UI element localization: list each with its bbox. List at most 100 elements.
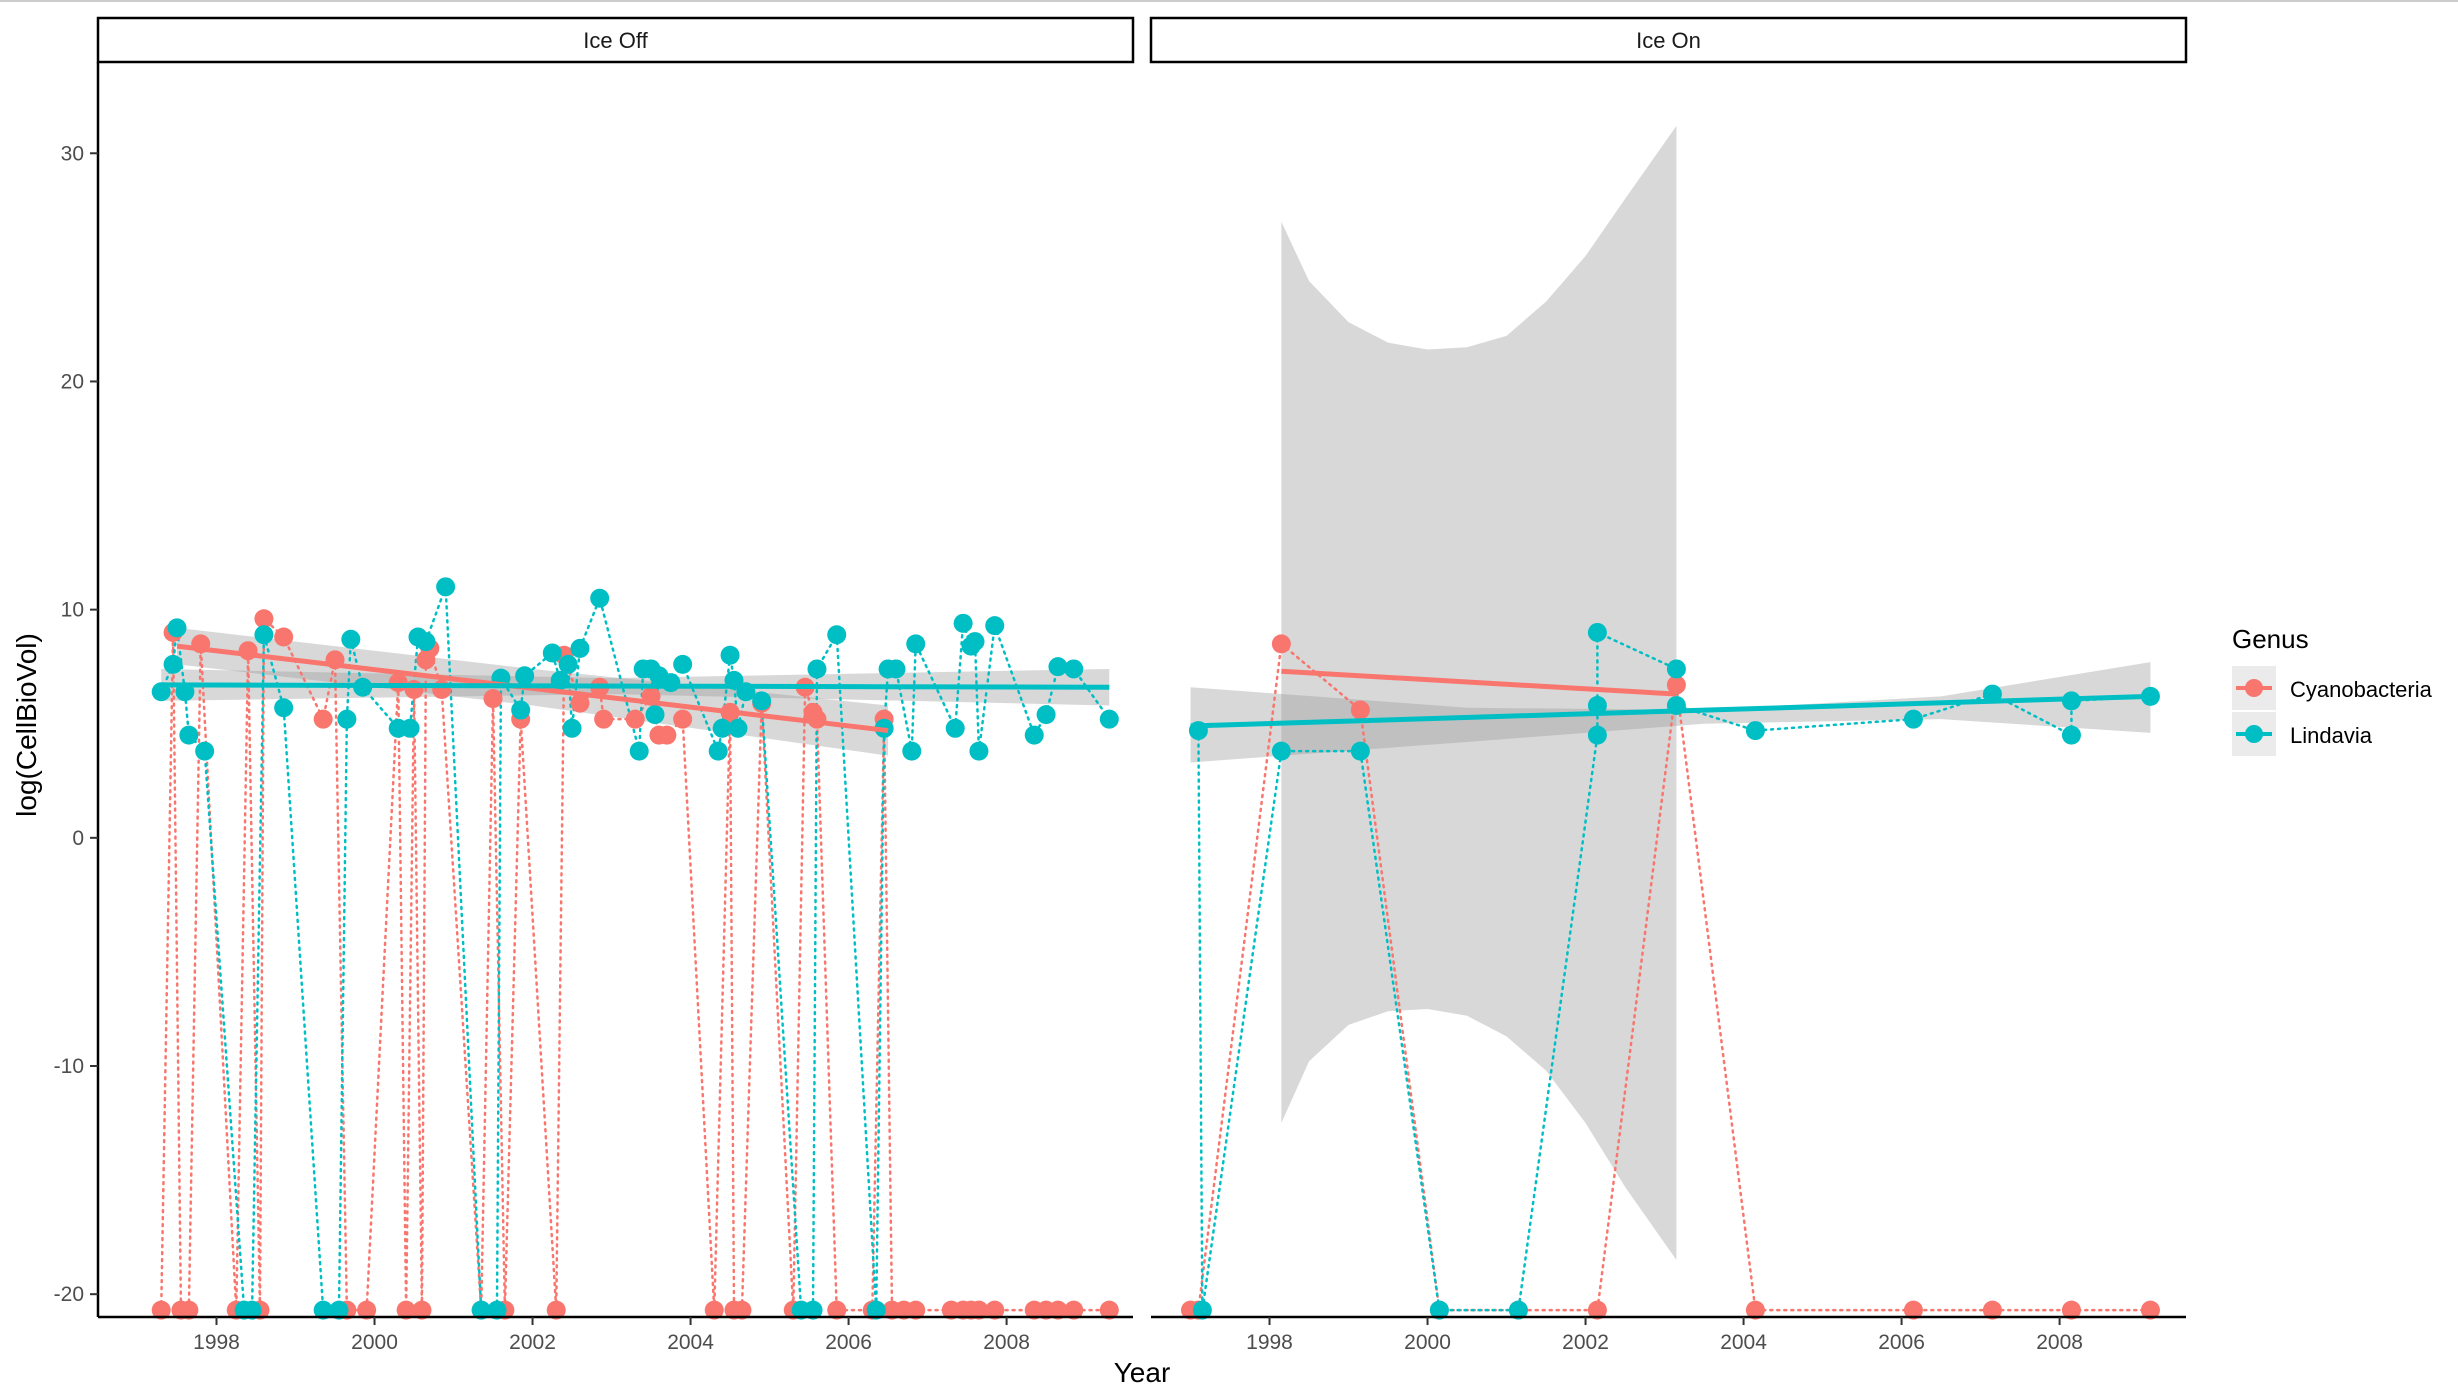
trend-line-cyanobacteria-ice-off [176, 643, 889, 734]
panel-ice-on: Ice On 1998 2000 2002 2004 2006 2008 [1149, 16, 2188, 1354]
point-cyanobacteria-ice-off-34 [673, 709, 693, 729]
point-lindavia-ice-on-14 [2061, 725, 2081, 745]
point-lindavia-ice-off-64 [1064, 659, 1084, 679]
legend-title: Genus [2232, 624, 2309, 654]
point-cyanobacteria-ice-off-22 [483, 689, 503, 709]
point-lindavia-ice-off-34 [645, 705, 665, 725]
panel-ice-off: Ice Off 1998 2000 2002 2004 2006 2008 -20 -10 0 10… [54, 16, 1135, 1354]
point-lindavia-ice-off-8 [254, 625, 274, 645]
x-tick-label-ice-on-2006: 2006 [1878, 1331, 1925, 1354]
point-lindavia-ice-off-65 [1099, 709, 1119, 729]
y-tick-label-30: 30 [61, 142, 84, 165]
x-tick-label-ice-on-1998: 1998 [1246, 1331, 1293, 1354]
point-lindavia-ice-off-62 [1036, 705, 1056, 725]
point-cyanobacteria-ice-off-15 [396, 1300, 416, 1320]
point-lindavia-ice-off-58 [965, 632, 985, 652]
point-cyanobacteria-ice-on-12 [2140, 1300, 2160, 1320]
point-lindavia-ice-on-3 [1350, 741, 1370, 761]
point-lindavia-ice-off-19 [436, 577, 456, 597]
point-cyanobacteria-ice-on-6 [1587, 1300, 1607, 1320]
point-lindavia-ice-off-18 [416, 632, 436, 652]
point-lindavia-ice-off-10 [313, 1300, 333, 1320]
strip-ice-on [1149, 16, 2188, 64]
legend-key-point-lindavia [2245, 725, 2263, 743]
point-lindavia-ice-off-23 [511, 700, 531, 720]
y-tick-label-10: 10 [61, 599, 84, 622]
x-tick-label-ice-off-2000: 2000 [351, 1331, 398, 1354]
point-cyanobacteria-ice-off-25 [546, 1300, 566, 1320]
x-tick-label-ice-off-2006: 2006 [825, 1331, 872, 1354]
point-lindavia-ice-off-16 [400, 718, 420, 738]
point-lindavia-ice-on-4 [1429, 1300, 1449, 1320]
point-lindavia-ice-off-21 [487, 1300, 507, 1320]
point-cyanobacteria-ice-off-27 [570, 693, 590, 713]
point-cyanobacteria-ice-on-3 [1350, 700, 1370, 720]
trend-line-lindavia-ice-off [161, 682, 1110, 690]
point-lindavia-ice-on-11 [1745, 721, 1765, 741]
legend-label-cyanobacteria: Cyanobacteria [2290, 677, 2433, 702]
point-cyanobacteria-ice-off-59 [1099, 1300, 1119, 1320]
x-tick-label-ice-on-2004: 2004 [1720, 1331, 1767, 1354]
y-tick-label-20: 20 [61, 370, 84, 393]
point-lindavia-ice-off-54 [906, 634, 926, 654]
point-cyanobacteria-ice-on-10 [1982, 1300, 2002, 1320]
strip-label-ice-on: Ice On [1636, 28, 1701, 53]
point-lindavia-ice-off-4 [179, 725, 199, 745]
point-cyanobacteria-ice-on-11 [2061, 1300, 2081, 1320]
x-tick-label-ice-off-1998: 1998 [193, 1331, 240, 1354]
point-lindavia-ice-off-27 [558, 654, 578, 674]
point-cyanobacteria-ice-off-57 [1048, 1300, 1068, 1320]
point-lindavia-ice-off-60 [985, 616, 1005, 636]
legend: Genus Cyanobacteria Lindavia [2232, 624, 2433, 756]
point-cyanobacteria-ice-off-3 [179, 1300, 199, 1320]
point-lindavia-ice-off-31 [629, 741, 649, 761]
point-lindavia-ice-off-37 [673, 654, 693, 674]
point-lindavia-ice-on-1 [1192, 1300, 1212, 1320]
point-cyanobacteria-ice-on-8 [1745, 1300, 1765, 1320]
point-lindavia-ice-off-53 [902, 741, 922, 761]
y-axis-title: log(CellBioVol) [11, 633, 42, 817]
panels-layer: Ice Off 1998 2000 2002 2004 2006 2008 -20 -10 0 10… [54, 16, 2188, 1354]
point-lindavia-ice-off-49 [866, 1300, 886, 1320]
point-cyanobacteria-ice-on-9 [1903, 1300, 1923, 1320]
point-cyanobacteria-ice-off-9 [274, 627, 294, 647]
point-cyanobacteria-ice-off-49 [906, 1300, 926, 1320]
point-lindavia-ice-on-7 [1587, 695, 1607, 715]
point-lindavia-ice-off-59 [969, 741, 989, 761]
point-lindavia-ice-on-8 [1587, 622, 1607, 642]
x-tick-label-ice-on-2008: 2008 [2036, 1331, 2083, 1354]
point-lindavia-ice-off-61 [1024, 725, 1044, 745]
point-lindavia-ice-off-7 [242, 1300, 262, 1320]
point-cyanobacteria-ice-off-33 [657, 725, 677, 745]
point-lindavia-ice-off-52 [886, 659, 906, 679]
point-cyanobacteria-ice-off-58 [1064, 1300, 1084, 1320]
point-lindavia-ice-off-28 [562, 718, 582, 738]
point-lindavia-ice-off-29 [570, 638, 590, 658]
point-lindavia-ice-off-30 [590, 588, 610, 608]
point-lindavia-ice-off-55 [945, 718, 965, 738]
point-cyanobacteria-ice-off-38 [732, 1300, 752, 1320]
point-lindavia-ice-off-1 [163, 654, 183, 674]
point-cyanobacteria-ice-on-2 [1271, 634, 1291, 654]
point-lindavia-ice-off-56 [953, 613, 973, 633]
point-cyanobacteria-ice-off-0 [151, 1300, 171, 1320]
point-cyanobacteria-ice-off-17 [412, 1300, 432, 1320]
confidence-band-cyanobacteria-ice-on [1281, 125, 1677, 1260]
point-lindavia-ice-off-48 [827, 625, 847, 645]
point-lindavia-ice-on-6 [1587, 725, 1607, 745]
point-lindavia-ice-on-2 [1271, 741, 1291, 761]
x-tick-label-ice-off-2004: 2004 [667, 1331, 714, 1354]
y-tick-label-0: 0 [72, 827, 84, 850]
point-cyanobacteria-ice-off-30 [625, 709, 645, 729]
point-cyanobacteria-ice-off-20 [432, 680, 452, 699]
y-tick-label--10: -10 [54, 1055, 84, 1078]
legend-label-lindavia: Lindavia [2290, 723, 2373, 748]
point-lindavia-ice-off-11 [329, 1300, 349, 1320]
point-lindavia-ice-off-38 [708, 741, 728, 761]
point-lindavia-ice-off-44 [752, 691, 772, 711]
strip-label-ice-off: Ice Off [583, 28, 648, 53]
point-cyanobacteria-ice-off-16 [404, 680, 424, 699]
point-lindavia-ice-on-12 [1903, 709, 1923, 729]
x-tick-label-ice-off-2008: 2008 [983, 1331, 1030, 1354]
